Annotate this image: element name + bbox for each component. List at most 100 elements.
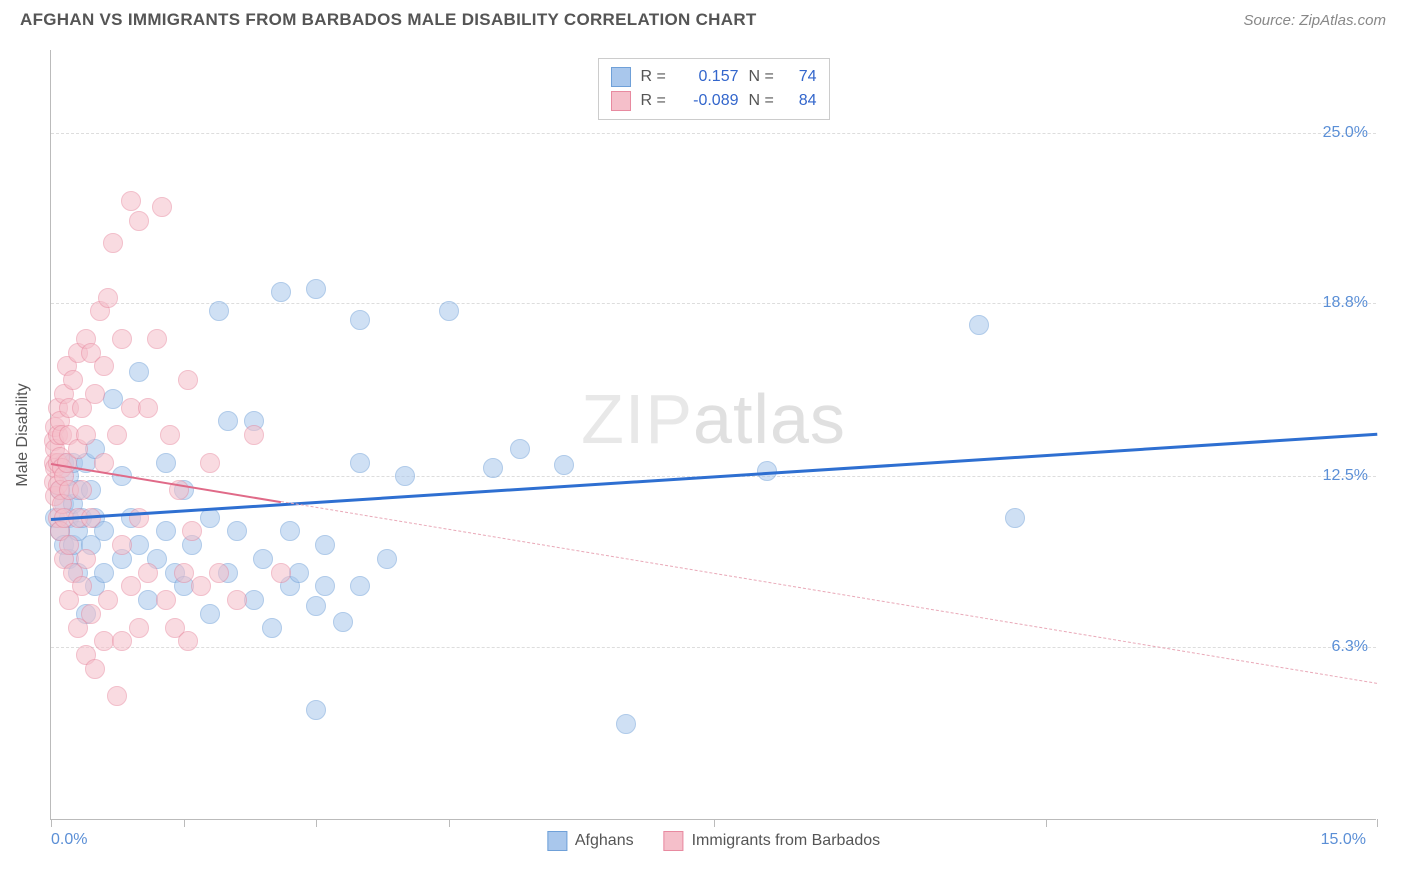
x-tick: [449, 819, 450, 827]
gridline: [51, 647, 1376, 648]
data-point: [156, 521, 176, 541]
data-point: [147, 329, 167, 349]
trend-line: [281, 501, 1377, 684]
x-axis-end-label: 15.0%: [1321, 831, 1366, 849]
data-point: [152, 197, 172, 217]
data-point: [271, 563, 291, 583]
series-legend: Afghans Immigrants from Barbados: [547, 831, 880, 851]
data-point: [76, 549, 96, 569]
data-point: [98, 288, 118, 308]
data-point: [209, 301, 229, 321]
data-point: [129, 211, 149, 231]
y-tick-label: 25.0%: [1323, 124, 1378, 142]
x-axis-start-label: 0.0%: [51, 831, 87, 849]
data-point: [178, 631, 198, 651]
data-point: [253, 549, 273, 569]
data-point: [483, 458, 503, 478]
data-point: [81, 604, 101, 624]
n-label: N =: [749, 89, 777, 113]
legend-stat-row: R = 0.157 N = 74: [611, 65, 817, 89]
legend-swatch: [547, 831, 567, 851]
data-point: [315, 576, 335, 596]
data-point: [227, 521, 247, 541]
data-point: [174, 563, 194, 583]
data-point: [209, 563, 229, 583]
data-point: [616, 714, 636, 734]
y-axis-title: Male Disability: [14, 383, 32, 486]
data-point: [156, 590, 176, 610]
data-point: [121, 191, 141, 211]
data-point: [191, 576, 211, 596]
data-point: [72, 576, 92, 596]
data-point: [333, 612, 353, 632]
data-point: [350, 576, 370, 596]
n-label: N =: [749, 65, 777, 89]
data-point: [107, 425, 127, 445]
x-tick: [51, 819, 52, 827]
data-point: [112, 535, 132, 555]
data-point: [129, 535, 149, 555]
data-point: [94, 453, 114, 473]
data-point: [59, 535, 79, 555]
data-point: [554, 455, 574, 475]
y-tick-label: 12.5%: [1323, 467, 1378, 485]
legend-item: Afghans: [547, 831, 634, 851]
data-point: [112, 631, 132, 651]
data-point: [138, 398, 158, 418]
data-point: [262, 618, 282, 638]
gridline: [51, 133, 1376, 134]
data-point: [1005, 508, 1025, 528]
data-point: [85, 384, 105, 404]
data-point: [306, 700, 326, 720]
r-value: 0.157: [679, 65, 739, 89]
data-point: [138, 563, 158, 583]
data-point: [244, 590, 264, 610]
data-point: [350, 453, 370, 473]
data-point: [85, 659, 105, 679]
data-point: [200, 604, 220, 624]
data-point: [94, 356, 114, 376]
correlation-legend: R = 0.157 N = 74 R = -0.089 N = 84: [598, 58, 830, 120]
source-attribution: Source: ZipAtlas.com: [1243, 12, 1386, 29]
scatter-chart: ZIPatlas Male Disability 0.0% 15.0% R =0…: [50, 50, 1376, 820]
data-point: [129, 362, 149, 382]
r-label: R =: [641, 65, 669, 89]
data-point: [76, 425, 96, 445]
x-tick: [316, 819, 317, 827]
y-tick-label: 18.8%: [1323, 294, 1378, 312]
data-point: [94, 563, 114, 583]
legend-swatch: [611, 91, 631, 111]
watermark: ZIPatlas: [581, 379, 846, 459]
data-point: [377, 549, 397, 569]
r-label: R =: [641, 89, 669, 113]
data-point: [129, 618, 149, 638]
data-point: [306, 279, 326, 299]
data-point: [129, 508, 149, 528]
r-value: -0.089: [679, 89, 739, 113]
legend-label: Immigrants from Barbados: [692, 832, 881, 850]
data-point: [244, 425, 264, 445]
data-point: [112, 329, 132, 349]
data-point: [227, 590, 247, 610]
data-point: [121, 576, 141, 596]
data-point: [160, 425, 180, 445]
x-tick: [714, 819, 715, 827]
legend-swatch: [611, 67, 631, 87]
data-point: [395, 466, 415, 486]
data-point: [156, 453, 176, 473]
x-tick: [184, 819, 185, 827]
n-value: 74: [787, 65, 817, 89]
n-value: 84: [787, 89, 817, 113]
data-point: [969, 315, 989, 335]
gridline: [51, 303, 1376, 304]
data-point: [63, 370, 83, 390]
data-point: [103, 233, 123, 253]
data-point: [178, 370, 198, 390]
y-tick-label: 6.3%: [1332, 638, 1378, 656]
data-point: [439, 301, 459, 321]
x-tick: [1046, 819, 1047, 827]
legend-label: Afghans: [575, 832, 634, 850]
data-point: [289, 563, 309, 583]
data-point: [315, 535, 335, 555]
data-point: [200, 453, 220, 473]
